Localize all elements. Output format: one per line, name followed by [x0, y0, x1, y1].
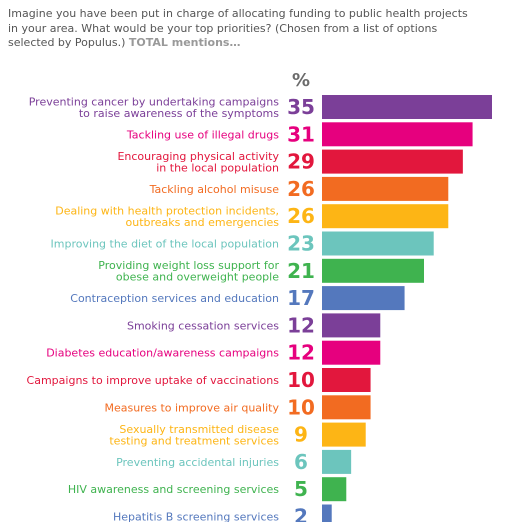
bar — [322, 122, 473, 147]
bar — [322, 258, 424, 283]
value-label: 35 — [287, 95, 315, 119]
category-label: obese and overweight people — [116, 271, 279, 284]
value-label: 2 — [294, 505, 308, 522]
value-label: 9 — [294, 423, 308, 447]
category-label: testing and treatment services — [109, 434, 279, 447]
bar — [322, 449, 352, 474]
bar — [322, 368, 371, 392]
bar — [322, 95, 492, 119]
value-label: 23 — [287, 232, 315, 256]
category-label: Tackling alcohol misuse — [149, 183, 280, 196]
chart-question: Imagine you have been put in charge of a… — [8, 7, 478, 51]
category-label: Contraception services and education — [70, 292, 279, 305]
value-label: 29 — [287, 150, 315, 174]
bar — [322, 149, 463, 174]
bar — [322, 176, 449, 201]
value-label: 26 — [287, 204, 315, 228]
bar — [322, 313, 381, 338]
percent-column-header: % — [291, 70, 311, 91]
bar — [322, 286, 405, 311]
category-label: Improving the diet of the local populati… — [51, 238, 279, 251]
category-label: Hepatitis B screening services — [113, 511, 279, 522]
category-label: to raise awareness of the symptoms — [79, 107, 279, 120]
category-label: Preventing cancer by undertaking campaig… — [29, 95, 280, 108]
value-label: 6 — [294, 450, 308, 474]
category-label: Dealing with health protection incidents… — [55, 204, 279, 217]
value-label: 10 — [287, 368, 315, 392]
category-label: Providing weight loss support for — [98, 259, 279, 272]
value-label: 12 — [287, 313, 315, 337]
category-label: Tackling use of illegal drugs — [126, 128, 279, 141]
category-label: Campaigns to improve uptake of vaccinati… — [27, 374, 280, 387]
value-label: 21 — [287, 259, 315, 283]
bar — [322, 340, 381, 365]
bar — [322, 422, 366, 447]
category-label: Smoking cessation services — [127, 319, 279, 332]
bar — [322, 231, 434, 256]
category-label: Sexually transmitted disease — [119, 423, 279, 436]
value-label: 10 — [287, 395, 315, 419]
bar — [322, 477, 347, 502]
category-label: HIV awareness and screening services — [68, 483, 279, 496]
value-label: 17 — [287, 286, 315, 310]
bar — [322, 204, 449, 229]
category-label: Diabetes education/awareness campaigns — [46, 347, 279, 360]
question-text: Imagine you have been put in charge of a… — [8, 7, 468, 49]
question-suffix: TOTAL mentions… — [128, 36, 241, 49]
category-label: outbreaks and emergencies — [126, 216, 280, 229]
bar — [322, 504, 332, 522]
category-label: Measures to improve air quality — [104, 401, 279, 414]
category-label: Encouraging physical activity — [117, 150, 279, 163]
value-label: 5 — [294, 477, 308, 501]
value-label: 12 — [287, 341, 315, 365]
bar — [322, 395, 371, 420]
value-label: 26 — [287, 177, 315, 201]
category-label: in the local population — [156, 161, 279, 174]
value-label: 31 — [287, 122, 315, 146]
category-label: Preventing accidental injuries — [116, 456, 279, 469]
